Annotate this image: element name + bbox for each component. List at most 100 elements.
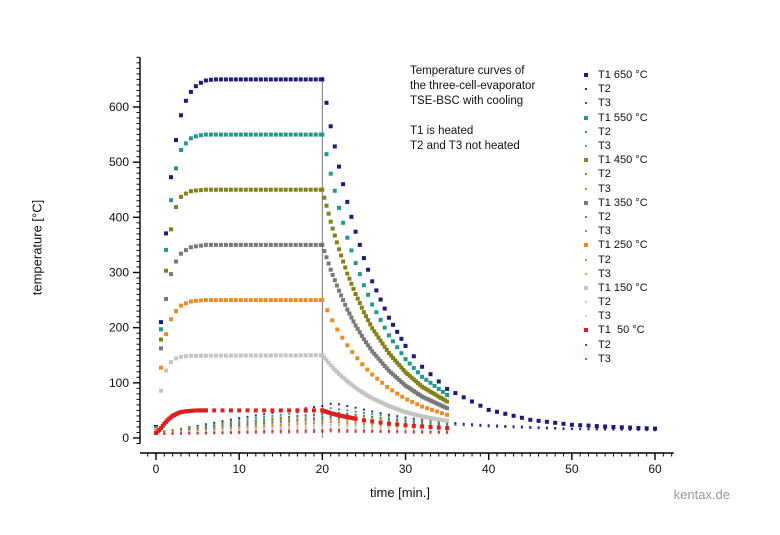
svg-text:500: 500: [109, 155, 129, 169]
svg-text:50: 50: [565, 462, 579, 476]
legend-marker-icon: [578, 328, 594, 333]
legend-marker-icon: [578, 73, 594, 78]
legend-item-T1-550: T1 550 °C: [578, 111, 648, 125]
legend-item-T2-550: T2: [578, 125, 648, 139]
legend-item-T3-150: T3: [578, 309, 648, 323]
legend-item-T1-350: T1 350 °C: [578, 196, 648, 210]
legend-item-T3-250: T3: [578, 267, 648, 281]
legend-marker-icon: [578, 272, 594, 275]
series-T2-50: [155, 428, 449, 435]
legend-item-T2-50: T2: [578, 338, 648, 352]
legend-marker-icon: [578, 158, 594, 163]
legend-item-T2-450: T2: [578, 167, 648, 181]
legend-item-T2-250: T2: [578, 252, 648, 266]
legend-marker-icon: [578, 357, 594, 360]
annotation-line: Temperature curves of: [410, 65, 525, 77]
series-T1-150: [154, 353, 450, 433]
series-T3-50: [155, 430, 449, 436]
svg-text:200: 200: [109, 321, 129, 335]
legend-label: T3: [598, 182, 611, 195]
legend-label: T2: [598, 338, 611, 351]
legend-marker-icon: [578, 343, 594, 346]
series-T1-450: [154, 187, 450, 431]
legend-marker-icon: [578, 102, 594, 105]
series-T1-250: [154, 298, 450, 432]
annotation-line: T1 is heated: [410, 125, 474, 137]
legend-item-T1-150: T1 150 °C: [578, 281, 648, 295]
legend-label: T2: [598, 83, 611, 96]
legend-item-T2-350: T2: [578, 210, 648, 224]
legend-item-T3-450: T3: [578, 182, 648, 196]
svg-text:100: 100: [109, 376, 129, 390]
svg-text:30: 30: [399, 462, 413, 476]
legend-label: T3: [598, 310, 611, 323]
legend-item-T1-450: T1 450 °C: [578, 153, 648, 167]
legend-label: T1 550 °C: [598, 111, 648, 124]
legend-item-T3-350: T3: [578, 224, 648, 238]
legend-label: T3: [598, 267, 611, 280]
svg-text:20: 20: [316, 462, 330, 476]
legend-marker-icon: [578, 230, 594, 233]
annotation-line: T2 and T3 not heated: [410, 140, 520, 152]
legend-item-T3-650: T3: [578, 96, 648, 110]
legend-marker-icon: [578, 115, 594, 120]
series-T3-350: [155, 421, 449, 434]
legend-marker-icon: [578, 315, 594, 318]
y-axis-title: temperature [°C]: [29, 199, 45, 296]
legend-label: T1 450 °C: [598, 154, 648, 167]
svg-text:0: 0: [122, 431, 129, 445]
annotation-line: TSE-BSC with cooling: [410, 95, 524, 107]
x-axis-title: time [min.]: [370, 485, 430, 500]
annotation-line: the three-cell-evaporator: [410, 80, 536, 92]
legend-item-T1-650: T1 650 °C: [578, 68, 648, 82]
svg-text:10: 10: [232, 462, 246, 476]
legend-label: T2: [598, 168, 611, 181]
legend-label: T3: [598, 140, 611, 153]
legend-marker-icon: [578, 88, 594, 91]
svg-text:60: 60: [648, 462, 662, 476]
legend-marker-icon: [578, 200, 594, 205]
series-T2-450: [155, 411, 449, 434]
legend-label: T1 150 °C: [598, 281, 648, 294]
legend-item-T3-50: T3: [578, 352, 648, 366]
svg-text:400: 400: [109, 210, 129, 224]
series-T3-150: [155, 427, 449, 435]
series-T1-350: [154, 242, 450, 432]
svg-text:40: 40: [482, 462, 496, 476]
legend-marker-icon: [578, 285, 594, 290]
legend-item-T1-50: T1 50 °C: [578, 323, 648, 337]
legend-item-T3-550: T3: [578, 139, 648, 153]
legend-label: T3: [598, 225, 611, 238]
legend-marker-icon: [578, 187, 594, 190]
legend-marker-icon: [578, 301, 594, 304]
legend-label: T3: [598, 352, 611, 365]
legend-marker-icon: [578, 145, 594, 148]
watermark: kentax.de: [673, 487, 730, 502]
svg-text:300: 300: [109, 265, 129, 279]
legend-marker-icon: [578, 215, 594, 218]
legend-label: T3: [598, 97, 611, 110]
legend: T1 650 °C T2 T3 T1 550 °C T2 T3 T1 450 °C T2 T3 T…: [578, 68, 648, 366]
chart-annotation: Temperature curves of the three-cell-eva…: [410, 64, 535, 154]
legend-label: T2: [598, 253, 611, 266]
legend-marker-icon: [578, 258, 594, 261]
legend-marker-icon: [578, 173, 594, 176]
legend-label: T1 350 °C: [598, 196, 648, 209]
legend-label: T1 250 °C: [598, 239, 648, 252]
svg-text:600: 600: [109, 100, 129, 114]
legend-marker-icon: [578, 243, 594, 248]
legend-item-T2-650: T2: [578, 82, 648, 96]
series-T1-50: [154, 408, 450, 435]
series-T1-650: [154, 77, 657, 431]
legend-label: T2: [598, 210, 611, 223]
legend-label: T1 650 °C: [598, 69, 648, 82]
legend-item-T1-250: T1 250 °C: [578, 238, 648, 252]
annotation-line: [410, 109, 535, 124]
legend-label: T2: [598, 125, 611, 138]
svg-text:0: 0: [153, 462, 160, 476]
legend-marker-icon: [578, 130, 594, 133]
legend-label: T2: [598, 296, 611, 309]
